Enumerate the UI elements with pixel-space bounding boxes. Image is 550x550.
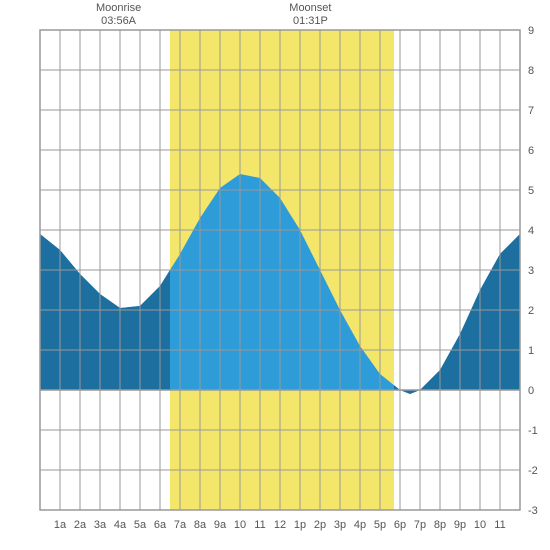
svg-text:2a: 2a <box>74 519 87 531</box>
chart-svg: -3-2-101234567891a2a3a4a5a6a7a8a9a101112… <box>0 0 550 550</box>
moonrise-time: 03:56A <box>101 15 136 27</box>
svg-text:6p: 6p <box>394 519 406 531</box>
svg-text:-1: -1 <box>528 425 538 437</box>
moonset-header: Moonset 01:31P <box>280 2 340 28</box>
svg-text:5a: 5a <box>134 519 147 531</box>
svg-text:9: 9 <box>528 25 534 37</box>
svg-text:1p: 1p <box>294 519 306 531</box>
svg-text:2: 2 <box>528 305 534 317</box>
svg-text:11: 11 <box>494 519 505 531</box>
svg-text:3a: 3a <box>94 519 107 531</box>
svg-text:7: 7 <box>528 105 534 117</box>
svg-text:5: 5 <box>528 185 534 197</box>
svg-text:0: 0 <box>528 385 534 397</box>
svg-text:10: 10 <box>234 519 246 531</box>
svg-text:8: 8 <box>528 65 534 77</box>
moonrise-header: Moonrise 03:56A <box>89 2 149 28</box>
svg-text:2p: 2p <box>314 519 326 531</box>
svg-text:6a: 6a <box>154 519 167 531</box>
svg-text:8p: 8p <box>434 519 446 531</box>
svg-text:1: 1 <box>528 345 534 357</box>
moonrise-label: Moonrise <box>96 2 141 14</box>
svg-text:-3: -3 <box>528 505 538 517</box>
svg-text:4: 4 <box>528 225 534 237</box>
svg-text:8a: 8a <box>194 519 207 531</box>
svg-text:-2: -2 <box>528 465 538 477</box>
svg-text:5p: 5p <box>374 519 386 531</box>
svg-text:10: 10 <box>474 519 486 531</box>
svg-text:3: 3 <box>528 265 534 277</box>
svg-text:1a: 1a <box>54 519 67 531</box>
svg-text:9a: 9a <box>214 519 227 531</box>
tide-chart: -3-2-101234567891a2a3a4a5a6a7a8a9a101112… <box>0 0 550 550</box>
svg-text:7p: 7p <box>414 519 426 531</box>
svg-text:4p: 4p <box>354 519 366 531</box>
svg-text:6: 6 <box>528 145 534 157</box>
svg-text:12: 12 <box>274 519 286 531</box>
svg-text:7a: 7a <box>174 519 187 531</box>
moonset-label: Moonset <box>289 2 331 14</box>
moonset-time: 01:31P <box>293 15 328 27</box>
svg-text:4a: 4a <box>114 519 127 531</box>
svg-text:3p: 3p <box>334 519 346 531</box>
svg-text:11: 11 <box>254 519 265 531</box>
svg-text:9p: 9p <box>454 519 466 531</box>
